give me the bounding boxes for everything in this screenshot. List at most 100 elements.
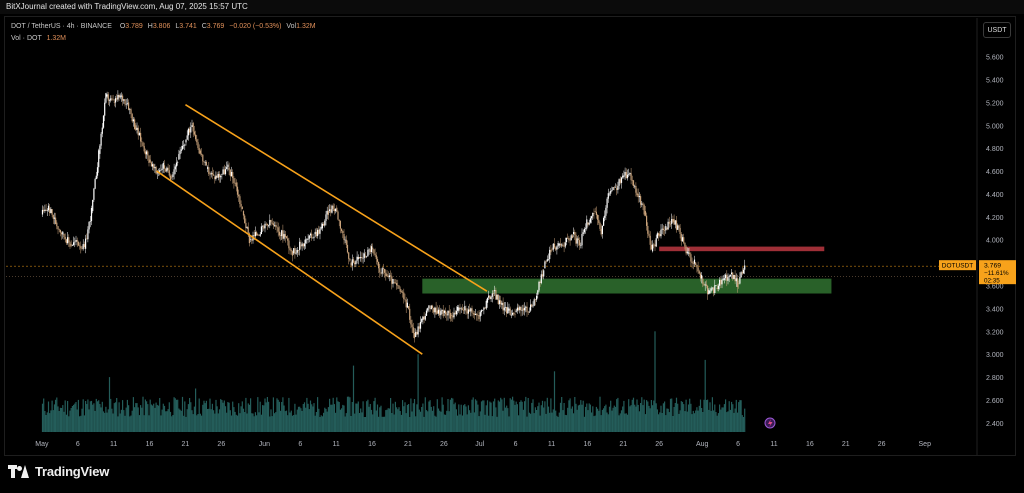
candle-body xyxy=(423,316,425,320)
candle-body xyxy=(257,234,259,236)
volume-bar xyxy=(569,398,571,432)
volume-bar xyxy=(369,404,371,432)
candle-body xyxy=(388,275,390,277)
candle-body xyxy=(665,226,667,231)
candle-body xyxy=(704,284,706,286)
volume-bar xyxy=(738,402,740,432)
candle-body xyxy=(62,231,64,235)
volume-bar xyxy=(563,403,565,432)
candle-body xyxy=(256,232,258,236)
candle-body xyxy=(595,211,597,216)
volume-bar xyxy=(358,413,361,432)
candle-body xyxy=(105,93,107,103)
candle-body xyxy=(658,233,660,236)
candle-body xyxy=(626,174,629,179)
volume-bar xyxy=(76,409,78,432)
candle-body xyxy=(208,167,210,174)
volume-bar xyxy=(285,410,288,432)
volume-bar xyxy=(58,411,60,432)
candle-body xyxy=(472,313,474,314)
candle-body xyxy=(319,228,321,234)
volume-bar xyxy=(252,413,254,432)
candle-body xyxy=(591,216,593,219)
candle-body xyxy=(653,244,655,246)
volume-bar xyxy=(268,401,270,432)
candle-body xyxy=(428,305,430,309)
volume-bar xyxy=(80,415,82,432)
candle-body xyxy=(533,299,535,306)
volume-legend[interactable]: Vol · DOT 1.32M xyxy=(11,35,66,42)
price-chart[interactable]: 5.600 5.400 5.200 5.000 4.800 4.600 4.400 4.200… xyxy=(0,0,1024,458)
candle-body xyxy=(587,222,589,225)
volume-bar xyxy=(289,412,291,432)
candle-body xyxy=(162,163,164,169)
candle-body xyxy=(183,145,185,147)
candle-body xyxy=(278,231,280,236)
candle-body xyxy=(189,128,191,133)
volume-bar xyxy=(193,406,195,432)
candle-body xyxy=(479,312,481,317)
candle-body xyxy=(61,232,63,235)
candle-body xyxy=(318,229,320,234)
candle-body xyxy=(155,167,157,174)
tradingview-logo[interactable]: TradingView xyxy=(8,464,109,479)
candle-body xyxy=(565,237,568,242)
volume-bar xyxy=(270,409,272,432)
symbol-legend[interactable]: DOT / TetherUS · 4h · BINANCE O3.789 H3.… xyxy=(11,23,316,30)
candle-body xyxy=(459,307,461,310)
volume-bar xyxy=(605,404,607,432)
volume-bar xyxy=(217,413,219,432)
volume-bar xyxy=(361,412,363,432)
volume-bar xyxy=(411,411,413,432)
volume-bar xyxy=(277,399,279,432)
volume-bar xyxy=(52,410,54,432)
volume-bar xyxy=(729,409,731,432)
volume-bar xyxy=(101,401,103,432)
candle-body xyxy=(437,309,440,314)
candle-body xyxy=(477,315,479,316)
volume-bar xyxy=(741,415,743,432)
volume-bar xyxy=(46,412,48,432)
volume-bar xyxy=(717,413,719,432)
volume-bar xyxy=(305,407,307,432)
candle-body xyxy=(370,246,373,252)
candle-body xyxy=(579,240,581,246)
y-tick-label: 4.600 xyxy=(986,169,1004,176)
volume-bar xyxy=(350,416,352,432)
candle-body xyxy=(336,207,338,212)
volume-bar xyxy=(624,413,626,432)
volume-bar xyxy=(501,399,503,432)
candle-body xyxy=(68,237,70,243)
candle-body xyxy=(59,229,61,233)
candle-body xyxy=(288,240,290,249)
volume-bar xyxy=(553,371,556,432)
volume-bar xyxy=(669,398,672,432)
volume-bar xyxy=(192,414,194,432)
volume-bar xyxy=(404,402,406,432)
candle-body xyxy=(108,100,111,101)
candle-body xyxy=(611,190,613,192)
candle-body xyxy=(409,308,411,320)
candle-body xyxy=(148,155,150,163)
candle-body xyxy=(589,218,591,223)
volume-bar xyxy=(45,415,47,432)
candle-body xyxy=(124,99,126,105)
volume-bar xyxy=(59,407,61,432)
volume-bar xyxy=(79,416,81,432)
candle-body xyxy=(345,239,347,245)
volume-bar xyxy=(464,404,466,432)
candle-body xyxy=(80,246,82,249)
volume-bar xyxy=(555,410,557,432)
currency-button[interactable]: USDT xyxy=(983,22,1011,38)
candle-body xyxy=(500,300,502,305)
volume-bar xyxy=(581,404,583,432)
volume-bar xyxy=(203,400,205,432)
volume-bar xyxy=(227,402,229,432)
candle-body xyxy=(311,233,313,239)
volume-bar xyxy=(594,415,596,432)
volume-bar xyxy=(204,403,206,432)
candle-body xyxy=(369,249,371,253)
volume-bar xyxy=(593,416,595,432)
volume-bar xyxy=(205,400,207,432)
volume-bar xyxy=(223,400,225,432)
